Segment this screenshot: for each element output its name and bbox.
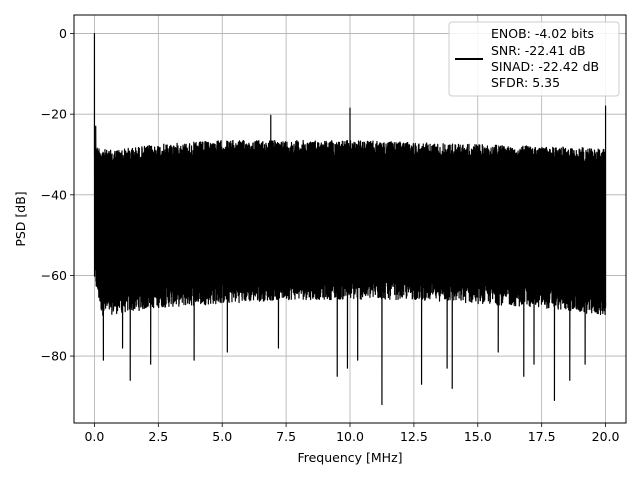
x-tick-label: 10.0: [336, 429, 364, 444]
spectrum-line: [93, 32, 607, 406]
axis-ticks: 0.0 2.5 5.0 7.5 10.0 12.5 15.0 17.5 20.0 0 −20 −40 −…: [41, 26, 620, 444]
x-tick-label: 0.0: [84, 429, 104, 444]
x-tick-label: 5.0: [212, 429, 232, 444]
plot-frame: [73, 14, 627, 424]
y-tick-label: −20: [41, 107, 67, 122]
y-axis-label: PSD [dB]: [13, 191, 28, 246]
x-tick-label: 7.5: [276, 429, 296, 444]
legend: ENOB: -4.02 bits SNR: -22.41 dB SINAD: -…: [448, 21, 620, 97]
x-axis-label: Frequency [MHz]: [297, 450, 402, 465]
legend-sinad: SINAD: -22.42 dB: [491, 59, 599, 74]
legend-enob: ENOB: -4.02 bits: [491, 26, 594, 41]
y-tick-label: 0: [59, 26, 67, 41]
legend-box: [448, 21, 620, 97]
y-tick-label: −40: [41, 187, 67, 202]
x-tick-label: 15.0: [464, 429, 492, 444]
y-tick-label: −80: [41, 349, 67, 364]
x-tick-label: 12.5: [400, 429, 428, 444]
y-tick-label: −60: [41, 268, 67, 283]
legend-snr: SNR: -22.41 dB: [491, 43, 586, 58]
x-tick-label: 17.5: [528, 429, 556, 444]
x-tick-label: 20.0: [592, 429, 620, 444]
x-tick-label: 2.5: [148, 429, 168, 444]
legend-sfdr: SFDR: 5.35: [491, 75, 560, 90]
